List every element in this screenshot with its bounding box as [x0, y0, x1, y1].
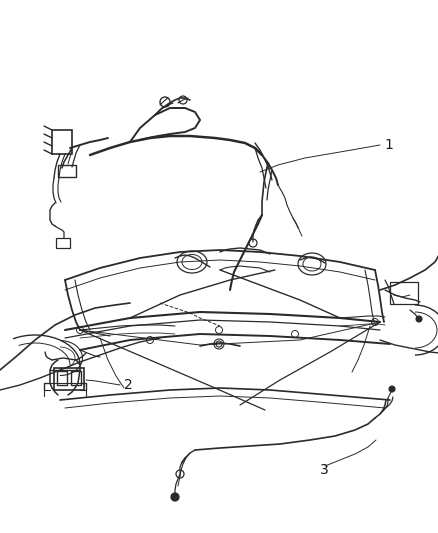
- Bar: [58, 165, 76, 177]
- Text: 1: 1: [383, 138, 392, 152]
- Bar: [54, 368, 84, 390]
- Bar: [389, 282, 417, 304]
- Circle shape: [415, 316, 421, 322]
- Bar: [52, 130, 72, 154]
- Text: 2: 2: [124, 378, 132, 392]
- Circle shape: [171, 493, 179, 501]
- Bar: [57, 371, 67, 385]
- Text: 3: 3: [319, 463, 328, 477]
- Bar: [71, 371, 81, 385]
- Bar: [56, 238, 70, 248]
- Circle shape: [388, 386, 394, 392]
